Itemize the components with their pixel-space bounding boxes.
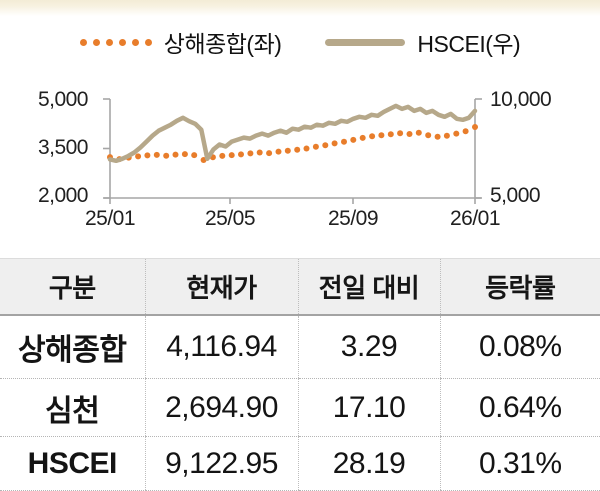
change-cell: 3.29: [297, 315, 440, 379]
legend-item-shanghai: 상해종합(좌): [79, 25, 282, 59]
table-header-row: 구분 현재가 전일 대비 등락률: [0, 258, 600, 316]
pct-cell: 0.64%: [439, 378, 600, 437]
table-row-shanghai: 상해종합 4,116.94 3.29 0.08%: [0, 315, 600, 379]
header-change-pct: 등락률: [439, 258, 600, 316]
right-axis-tick-10000: 10,000: [490, 88, 552, 111]
chart-canvas: [103, 98, 482, 204]
left-axis-tick-3500: 3,500: [37, 136, 89, 159]
shanghai-dot-marker: [79, 38, 152, 46]
dual-axis-line-chart: 5,000 3,500 2,000 10,000 5,000 25/01 25/…: [0, 56, 600, 258]
left-axis-tick-2000: 2,000: [37, 184, 89, 207]
change-cell: 28.19: [297, 436, 440, 491]
header-price: 현재가: [144, 258, 298, 316]
price-cell: 2,694.90: [144, 378, 298, 437]
legend-item-hscei: HSCEI(우): [325, 25, 521, 59]
table-row-shenzhen: 심천 2,694.90 17.10 0.64%: [0, 378, 600, 437]
header-category: 구분: [0, 258, 145, 316]
chart-axes: [103, 98, 482, 204]
pct-cell: 0.08%: [439, 315, 600, 379]
index-price-table: 구분 현재가 전일 대비 등락률 상해종합 4,116.94 3.29 0.08…: [0, 258, 600, 491]
price-cell: 4,116.94: [144, 315, 298, 379]
row-label-cell: 상해종합: [0, 315, 145, 379]
change-cell: 17.10: [297, 378, 440, 437]
price-cell: 9,122.95: [144, 436, 298, 491]
chart-series: [107, 103, 478, 164]
row-label-cell: HSCEI: [0, 436, 145, 491]
x-axis-tick-2505: 25/05: [204, 207, 256, 230]
left-axis-tick-5000: 5,000: [37, 88, 89, 111]
right-axis-tick-5000: 5,000: [490, 184, 541, 207]
chart-legend: 상해종합(좌) HSCEI(우): [0, 25, 600, 59]
legend-label-shanghai: 상해종합(좌): [163, 31, 282, 57]
x-axis-tick-2601: 26/01: [449, 207, 501, 230]
header-change: 전일 대비: [297, 258, 440, 316]
x-axis-tick-2501: 25/01: [84, 207, 136, 230]
table-row-hscei: HSCEI 9,122.95 28.19 0.31%: [0, 436, 600, 491]
top-accent-strip: [0, 0, 600, 16]
x-axis-tick-2509: 25/09: [327, 207, 379, 230]
legend-label-hscei: HSCEI(우): [417, 31, 521, 57]
row-label-cell: 심천: [0, 378, 145, 437]
hscei-line-marker: [325, 38, 406, 46]
pct-cell: 0.31%: [439, 436, 600, 491]
